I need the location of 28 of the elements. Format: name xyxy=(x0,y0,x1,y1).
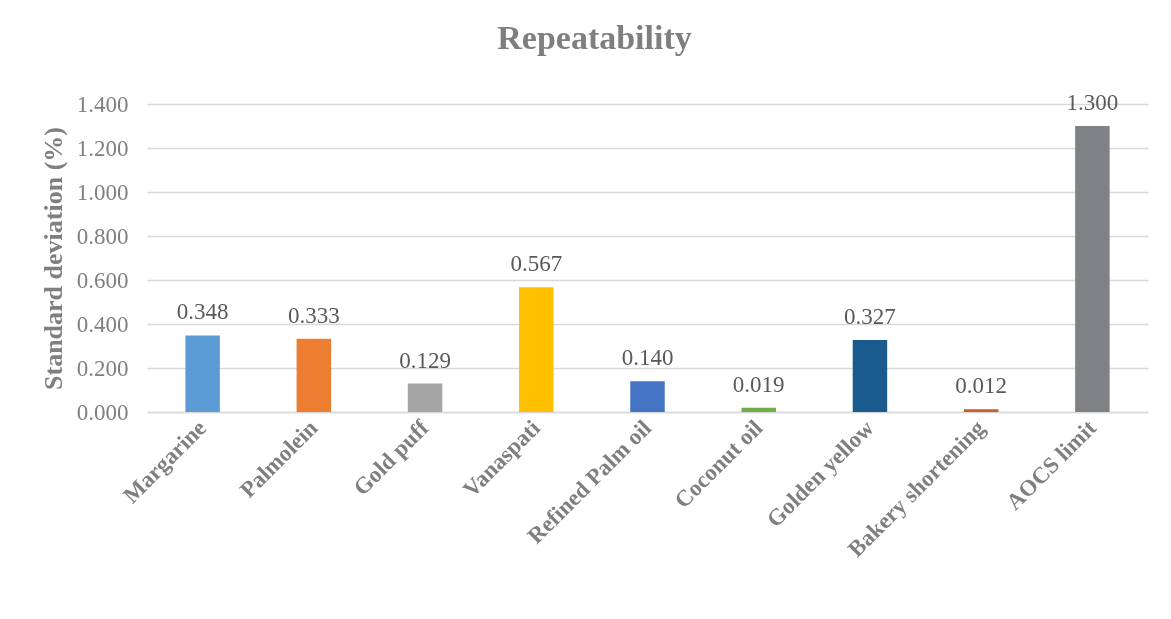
data-label: 0.012 xyxy=(955,373,1008,399)
y-tick-label: 0.000 xyxy=(76,399,129,425)
y-tick-label: 1.200 xyxy=(76,135,129,161)
bar xyxy=(519,287,554,412)
data-label: 0.019 xyxy=(732,371,785,397)
bar xyxy=(963,409,999,412)
y-tick-label: 0.400 xyxy=(76,311,129,337)
bar xyxy=(630,381,665,412)
data-label: 1.300 xyxy=(1066,90,1119,115)
bar xyxy=(296,338,332,412)
y-tick-label: 0.200 xyxy=(76,355,129,381)
y-tick-label: 1.400 xyxy=(76,91,129,117)
bar xyxy=(741,407,776,412)
data-label: 0.327 xyxy=(844,304,896,330)
y-tick-label: 1.000 xyxy=(76,179,129,205)
data-label: 0.567 xyxy=(510,251,563,277)
chart-title: Repeatability xyxy=(497,19,692,56)
bar xyxy=(852,340,888,412)
y-tick-label: 0.800 xyxy=(76,223,129,249)
y-tick-label: 0.600 xyxy=(76,267,129,293)
bar xyxy=(407,383,443,412)
y-axis-title: Standard deviation (%) xyxy=(38,127,68,390)
data-label: 0.348 xyxy=(176,299,229,325)
data-label: 0.129 xyxy=(399,347,451,373)
bar xyxy=(185,335,220,412)
data-label: 0.140 xyxy=(621,345,674,371)
bar xyxy=(1075,126,1110,412)
data-label: 0.333 xyxy=(287,302,340,328)
